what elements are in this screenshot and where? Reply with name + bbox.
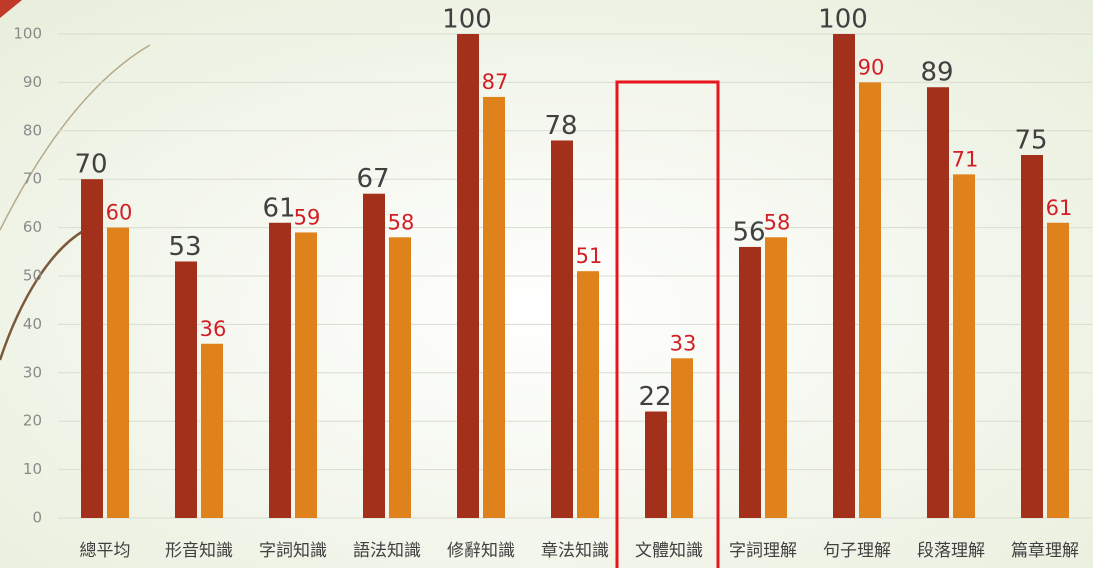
x-tick-label: 字詞理解 [729,541,797,561]
bar [859,82,881,519]
x-tick-label: 語法知識 [353,541,421,561]
data-label: 87 [482,70,509,94]
data-label: 67 [356,164,389,194]
bar [389,237,411,518]
x-tick-label: 文體知識 [635,541,703,561]
bar [457,34,479,518]
data-label: 90 [858,55,885,79]
bar [953,174,975,519]
y-tick-label: 100 [13,25,42,43]
data-label: 78 [544,111,577,141]
y-tick-label: 60 [23,218,42,236]
data-label: 59 [294,205,321,229]
bar [81,179,103,518]
bar [645,411,667,518]
bar [671,358,693,518]
bar [1047,222,1069,518]
data-label: 75 [1014,126,1047,156]
data-label: 100 [442,5,492,35]
bar [201,343,223,518]
bar [765,237,787,518]
data-label: 22 [638,382,671,412]
data-label: 61 [1046,196,1073,220]
x-tick-label: 總平均 [80,541,131,561]
y-tick-label: 40 [23,315,42,333]
bar [295,232,317,518]
x-tick-label: 段落理解 [917,541,985,561]
bar [1021,155,1043,518]
data-label: 58 [388,210,415,234]
bar [577,271,599,518]
data-label: 58 [764,210,791,234]
bar [833,34,855,518]
data-label: 56 [732,217,765,247]
data-label: 61 [262,193,295,223]
data-label: 100 [818,5,868,35]
bar [927,87,949,519]
data-label: 53 [168,232,201,262]
x-tick-label: 篇章理解 [1011,541,1079,561]
bar [175,261,197,518]
bar [483,96,505,519]
y-tick-label: 90 [23,73,42,91]
data-label: 60 [106,201,133,225]
data-label: 51 [576,244,603,268]
bar [107,227,129,518]
x-tick-label: 句子理解 [823,541,891,561]
plot-area: 0 10 20 30 40 50 60 70 80 90 100 總平均 形音知識 字詞知識 語法知識 修辭知… [13,5,1092,561]
y-tick-label: 30 [23,363,42,381]
y-tick-label: 80 [23,121,42,139]
data-label: 36 [200,317,227,341]
y-tick-label: 10 [23,460,42,478]
x-tick-label: 形音知識 [165,541,233,561]
x-tick-label: 修辭知識 [447,541,515,561]
bar [269,222,291,518]
decorative-curve [0,44,151,231]
data-label: 70 [74,150,107,180]
x-tick-label: 章法知識 [541,541,609,561]
data-label: 71 [952,147,979,171]
bar [363,193,385,518]
highlight-box [615,80,720,568]
y-tick-label: 0 [32,509,42,527]
y-tick-label: 50 [23,267,42,285]
bar [551,140,573,519]
data-label: 89 [920,58,953,88]
x-tick-label: 字詞知識 [259,541,327,561]
corner-decoration [0,0,22,18]
decorative-curve [0,228,86,361]
y-tick-label: 20 [23,412,42,430]
bar [739,246,761,518]
y-tick-label: 70 [23,170,42,188]
data-label: 33 [670,331,697,355]
